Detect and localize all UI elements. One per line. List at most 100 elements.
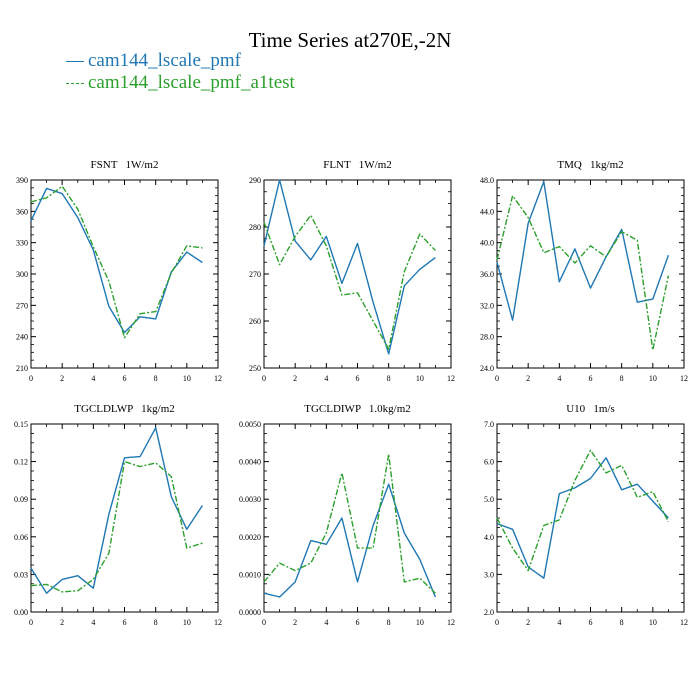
y-tick-label: 0.03 [14, 570, 28, 579]
x-tick-label: 10 [416, 618, 424, 627]
legend-label: cam144_lscale_pmf_a1test [88, 72, 295, 93]
chart-title: FSNT 1W/m2 [91, 159, 159, 171]
plot-frame [263, 423, 452, 613]
y-tick-label: 0.0050 [239, 420, 261, 429]
x-tick-label: 6 [589, 374, 593, 383]
y-tick-label: 250 [249, 364, 261, 373]
y-tick-label: 4.0 [484, 533, 494, 542]
y-tick-label: 0.0040 [239, 458, 261, 467]
y-tick-label: 270 [249, 270, 261, 279]
x-tick-label: 4 [557, 618, 561, 627]
plot-frame [30, 179, 219, 369]
x-tick-label: 12 [214, 618, 222, 627]
x-tick-label: 4 [324, 374, 328, 383]
series-line-1 [496, 457, 669, 579]
y-tick-label: 24.0 [480, 364, 494, 373]
figure-title: Time Series at270E,-2N [248, 28, 452, 52]
x-tick-label: 2 [293, 374, 297, 383]
y-tick-label: 6.0 [484, 458, 494, 467]
x-tick-label: 12 [680, 374, 688, 383]
y-tick-label: 0.0020 [239, 533, 261, 542]
chart-title: TMQ 1kg/m2 [557, 159, 623, 171]
y-tick-label: 5.0 [484, 495, 494, 504]
y-tick-label: 360 [16, 207, 28, 216]
x-tick-label: 4 [91, 374, 95, 383]
x-tick-label: 2 [60, 374, 64, 383]
y-tick-label: 0.00 [14, 608, 28, 617]
x-tick-label: 12 [447, 374, 455, 383]
chart-panel: U10 1m/s 0 2 4 6 8 10 12 2.0 3.0 4.0 5.0 6.0 7.0 [484, 403, 688, 627]
x-tick-label: 0 [495, 618, 499, 627]
series-line-1 [263, 483, 437, 598]
plot-frame [496, 179, 685, 369]
x-tick-label: 12 [447, 618, 455, 627]
x-tick-label: 10 [416, 374, 424, 383]
series-line-1 [30, 427, 203, 594]
x-tick-label: 6 [356, 374, 360, 383]
legend-label: cam144_lscale_pmf [88, 50, 242, 71]
y-tick-label: 300 [16, 270, 28, 279]
y-tick-label: 7.0 [484, 420, 494, 429]
y-tick-label: 240 [16, 333, 28, 342]
chart-panel: TMQ 1kg/m2 0 2 4 6 8 10 12 24.0 28.0 32.0 36.0 40.0 4… [480, 159, 688, 383]
x-tick-label: 8 [620, 618, 624, 627]
x-tick-label: 8 [620, 374, 624, 383]
x-tick-label: 10 [183, 374, 191, 383]
series-line-2 [496, 449, 670, 572]
x-tick-label: 6 [123, 618, 127, 627]
legend-swatch [66, 61, 84, 63]
x-tick-label: 4 [324, 618, 328, 627]
y-tick-label: 260 [249, 317, 261, 326]
y-tick-label: 2.0 [484, 608, 494, 617]
x-tick-label: 0 [29, 374, 33, 383]
chart-title: TGCLDIWP 1.0kg/m2 [304, 403, 411, 415]
y-tick-label: 0.09 [14, 495, 28, 504]
x-tick-label: 2 [526, 618, 530, 627]
x-tick-label: 0 [495, 374, 499, 383]
y-tick-label: 0.0010 [239, 570, 261, 579]
chart-title: TGCLDLWP 1kg/m2 [74, 403, 175, 415]
plot-frame [496, 423, 685, 613]
x-tick-label: 4 [557, 374, 561, 383]
x-tick-label: 6 [356, 618, 360, 627]
y-tick-label: 0.06 [14, 533, 28, 542]
x-tick-label: 2 [526, 374, 530, 383]
plot-frame [30, 423, 219, 613]
y-tick-label: 44.0 [480, 207, 494, 216]
y-tick-label: 0.0000 [239, 608, 261, 617]
x-tick-label: 0 [262, 618, 266, 627]
y-tick-label: 48.0 [480, 176, 494, 185]
chart-title: FLNT 1W/m2 [323, 159, 392, 171]
legend-entry-series-1: cam144_lscale_pmf [66, 50, 241, 72]
chart-panel: FSNT 1W/m2 0 2 4 6 8 10 12 210 240 270 300 330 360 390 [16, 159, 222, 383]
x-tick-label: 8 [154, 374, 158, 383]
y-tick-label: 210 [16, 364, 28, 373]
y-tick-label: 0.0030 [239, 495, 261, 504]
x-tick-label: 10 [649, 374, 657, 383]
chart-panel: TGCLDIWP 1.0kg/m2 0 2 4 6 8 10 12 0.0000 0.0010 0.… [239, 403, 455, 627]
series-line-2 [263, 453, 436, 594]
series-line-2 [30, 460, 203, 593]
y-tick-label: 40.0 [480, 239, 494, 248]
legend-swatch [66, 83, 84, 85]
y-tick-label: 28.0 [480, 333, 494, 342]
x-tick-label: 8 [387, 374, 391, 383]
x-tick-label: 12 [214, 374, 222, 383]
y-tick-label: 290 [249, 176, 261, 185]
y-tick-label: 270 [16, 301, 28, 310]
series-line-2 [30, 185, 203, 339]
x-tick-label: 6 [123, 374, 127, 383]
y-tick-label: 0.15 [14, 420, 28, 429]
chart-title: U10 1m/s [566, 403, 615, 415]
y-tick-label: 390 [16, 176, 28, 185]
x-tick-label: 10 [183, 618, 191, 627]
chart-panel: TGCLDLWP 1kg/m2 0 2 4 6 8 10 12 0.00 0.03 0.06 0.09… [14, 403, 222, 627]
x-tick-label: 10 [649, 618, 657, 627]
x-tick-label: 8 [154, 618, 158, 627]
y-tick-label: 36.0 [480, 270, 494, 279]
chart-panel: FLNT 1W/m2 0 2 4 6 8 10 12 250 260 270 280 290 [249, 159, 455, 383]
x-tick-label: 6 [589, 618, 593, 627]
series-line-1 [496, 180, 670, 321]
x-tick-label: 2 [60, 618, 64, 627]
